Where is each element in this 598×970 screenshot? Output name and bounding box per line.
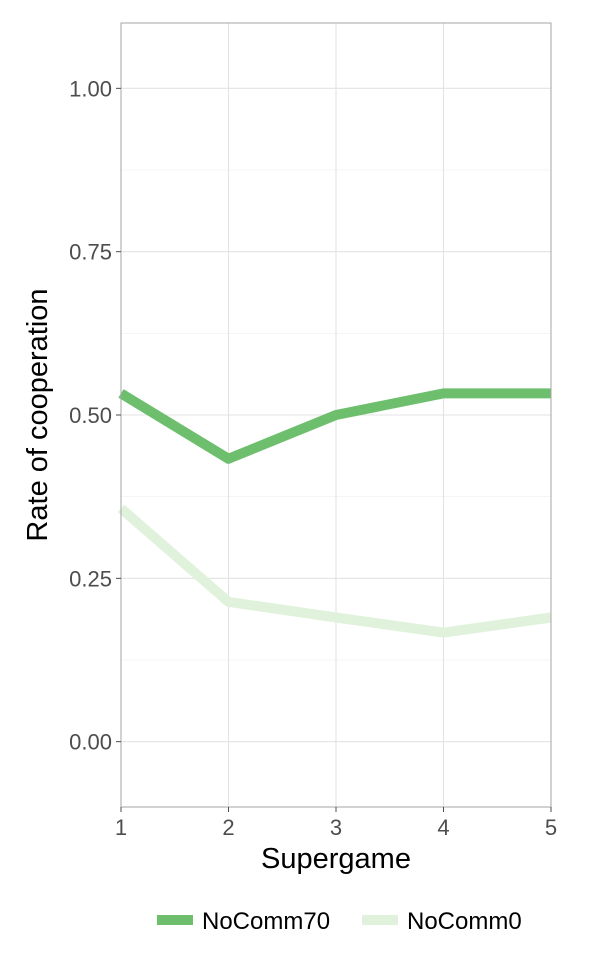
y-axis-title: Rate of cooperation [22, 288, 54, 541]
y-tick-label: 0.50 [69, 403, 112, 428]
y-tick-label: 0.25 [69, 566, 112, 591]
legend-label-nocomm70: NoComm70 [202, 908, 330, 935]
legend-label-nocomm0: NoComm0 [407, 908, 522, 935]
x-axis-ticks: 1 2 3 4 5 [115, 807, 557, 840]
y-tick-label: 0.75 [69, 240, 112, 265]
y-tick-label: 1.00 [69, 76, 112, 101]
series-line-nocomm0 [117, 504, 552, 638]
x-tick-label: 3 [330, 815, 342, 840]
series-lines [117, 388, 552, 638]
x-tick-label: 2 [222, 815, 234, 840]
x-axis-title: Supergame [261, 843, 411, 875]
x-tick-label: 5 [545, 815, 557, 840]
series-line-nocomm70 [118, 388, 551, 464]
y-tick-label: 0.00 [69, 730, 112, 755]
x-tick-label: 4 [437, 815, 449, 840]
y-axis-ticks: 0.00 0.25 0.50 0.75 1.00 [69, 76, 121, 755]
legend: NoComm70 NoComm0 [157, 908, 522, 935]
x-tick-label: 1 [115, 815, 127, 840]
